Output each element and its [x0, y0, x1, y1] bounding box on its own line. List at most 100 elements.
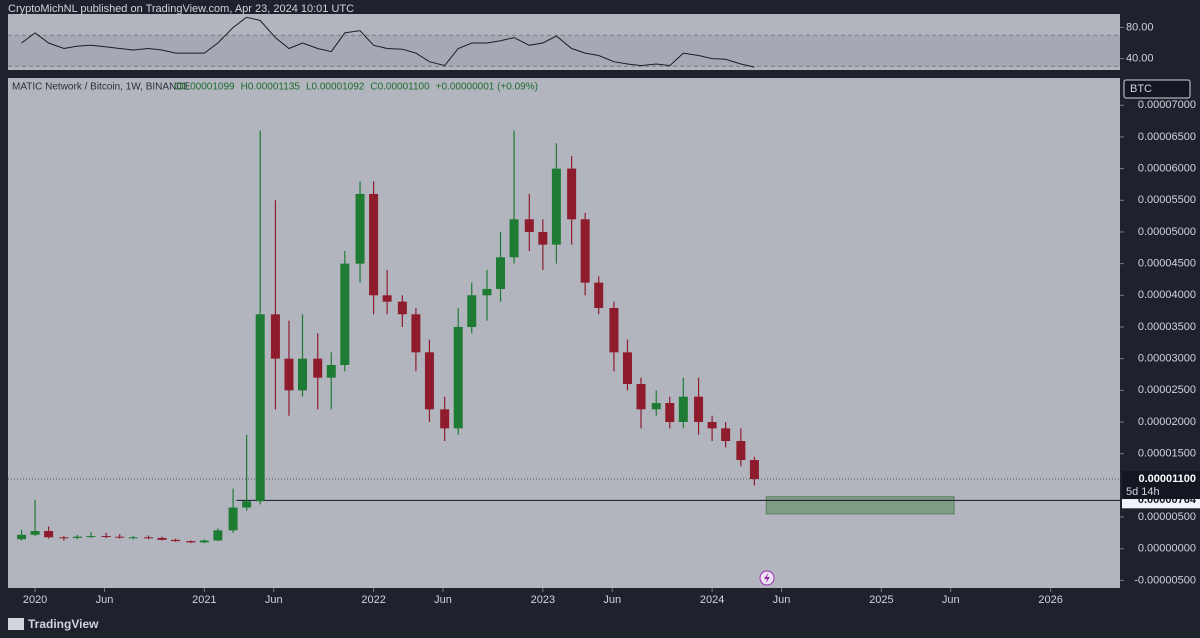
currency-box [1123, 79, 1191, 99]
x-tick-label: Jun [96, 594, 114, 606]
legend-item: H0.00001135 [241, 82, 301, 93]
y-tick-label: 0.00005500 [1138, 194, 1196, 206]
footer: TradingView [28, 617, 99, 631]
y-tick-label: 0.00005000 [1138, 226, 1196, 238]
candle-body [707, 422, 717, 429]
candle-body [86, 536, 96, 538]
x-tick-label: Jun [265, 594, 283, 606]
candle-body [313, 358, 323, 378]
y-tick-label: 0.00001500 [1138, 448, 1196, 460]
candle-body [749, 460, 759, 480]
candle-body [157, 537, 167, 540]
x-tick-label: 2025 [869, 594, 893, 606]
legend-item: C0.00001100 [370, 82, 430, 93]
y-tick-label: 0.00006000 [1138, 163, 1196, 175]
candle-body [143, 537, 153, 539]
y-tick-label: 0.00000000 [1138, 543, 1196, 555]
event-icon-bolt [764, 573, 770, 583]
candle-body [678, 396, 688, 423]
candle-body [326, 364, 336, 378]
candle-body [298, 358, 308, 391]
last-price-label: 0.00001100 [1138, 473, 1196, 485]
candle-body [580, 219, 590, 283]
candle-body [411, 314, 421, 353]
candle-body [44, 530, 54, 538]
candle-body [467, 295, 477, 327]
candle-body [424, 352, 434, 410]
candle-body [636, 384, 646, 410]
y-tick-label: 0.00004500 [1138, 258, 1196, 270]
candle-body [496, 257, 506, 289]
candle-body [440, 409, 450, 429]
candle-body [538, 231, 548, 245]
candle-body [213, 530, 223, 541]
legend-item: L0.00001092 [306, 82, 365, 93]
candle-body [242, 501, 252, 508]
candle-body [594, 282, 604, 308]
x-tick-label: 2020 [23, 594, 47, 606]
countdown: 5d 14h [1126, 486, 1160, 498]
y-tick-label: -0.00000500 [1134, 574, 1196, 586]
y-tick-label: 0.00006500 [1138, 131, 1196, 143]
candle-body [186, 541, 196, 543]
candle-body [340, 263, 350, 365]
y-tick-label: 0.00002000 [1138, 416, 1196, 428]
candle-body [524, 219, 534, 232]
candle-body [128, 537, 138, 539]
candle-body [17, 534, 27, 540]
candle-body [369, 193, 379, 296]
y-tick-label: 0.00004000 [1138, 289, 1196, 301]
candle-body [665, 403, 675, 423]
candle-body [721, 428, 731, 442]
candle-body [622, 352, 632, 384]
candle-body [115, 536, 125, 538]
x-tick-label: 2026 [1038, 594, 1062, 606]
x-tick-label: Jun [773, 594, 791, 606]
candle-body [355, 193, 365, 264]
x-tick-label: 2024 [700, 594, 724, 606]
candle-body [694, 396, 704, 423]
y-tick-label: 0.00000500 [1138, 511, 1196, 523]
candle-body [101, 536, 111, 538]
candle-body [284, 358, 294, 391]
x-tick-label: Jun [603, 594, 621, 606]
legend-item: O0.00001099 [174, 82, 235, 93]
x-tick-label: 2023 [531, 594, 555, 606]
x-tick-label: Jun [942, 594, 960, 606]
candle-body [567, 168, 577, 220]
x-tick-label: 2022 [361, 594, 385, 606]
currency: BTC [1130, 83, 1152, 95]
y-tick-label: 0.00007000 [1138, 99, 1196, 111]
candle-body [270, 314, 280, 359]
target-zone [765, 496, 955, 515]
logo-mark [8, 618, 24, 630]
candle-body [453, 326, 463, 429]
candle-body [59, 537, 69, 539]
candle-body [72, 536, 82, 538]
candle-body [199, 540, 209, 543]
candle-body [651, 403, 661, 410]
header: CryptoMichNL published on TradingView.co… [8, 3, 354, 15]
candle-body [609, 307, 619, 353]
candle-body [509, 219, 519, 258]
rsi-line [21, 16, 755, 68]
candle-body [482, 288, 492, 296]
y-tick-label: 0.00002500 [1138, 384, 1196, 396]
last-price-box [1122, 471, 1200, 500]
legend-item: +0.00000001 (+0.09%) [436, 82, 538, 93]
rsi-band [8, 35, 1120, 67]
x-tick-label: 2021 [192, 594, 216, 606]
y-tick-label: 0.00003000 [1138, 353, 1196, 365]
rsi-tick-label: 80.00 [1126, 21, 1154, 33]
candle-body [551, 168, 561, 245]
candle-body [171, 539, 181, 542]
rsi-tick-label: 40.00 [1126, 52, 1154, 64]
candle-body [382, 295, 392, 302]
candle-body [397, 301, 407, 315]
x-tick-label: Jun [434, 594, 452, 606]
candle-body [736, 441, 746, 461]
candle-body [228, 507, 238, 531]
symbol: MATIC Network / Bitcoin, 1W, BINANCE [12, 82, 191, 93]
